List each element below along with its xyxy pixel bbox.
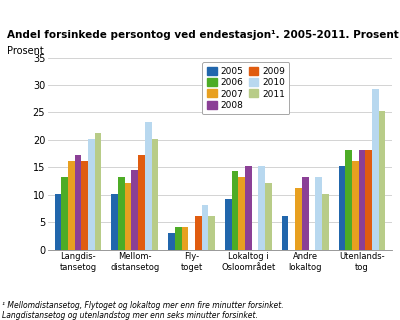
Bar [338,166,345,250]
Bar [359,150,365,250]
Bar [282,216,288,250]
Text: Andel forsinkede persontog ved endestasjon¹. 2005-2011. Prosent: Andel forsinkede persontog ved endestasj… [7,30,398,40]
Bar [365,150,372,250]
Bar [138,155,145,250]
Bar [152,139,158,250]
Text: Prosent: Prosent [7,46,44,56]
Text: ¹ Mellomdistansetog, Flytoget og lokaltog mer enn fire minutter forsinket.
Langd: ¹ Mellomdistansetog, Flytoget og lokalto… [2,300,284,320]
Bar [182,227,188,250]
Bar [345,150,352,250]
Bar [202,205,208,250]
Bar [118,177,125,250]
Bar [245,166,252,250]
Bar [379,111,385,250]
Legend: 2005, 2006, 2007, 2008, 2009, 2010, 2011: 2005, 2006, 2007, 2008, 2009, 2010, 2011 [202,62,290,115]
Bar [95,133,102,250]
Bar [168,233,175,250]
Bar [68,161,75,250]
Bar [61,177,68,250]
Bar [322,194,328,250]
Bar [55,194,61,250]
Bar [352,161,359,250]
Bar [195,216,202,250]
Bar [258,166,265,250]
Bar [112,194,118,250]
Bar [302,177,308,250]
Bar [75,155,81,250]
Bar [232,171,238,250]
Bar [225,199,232,250]
Bar [88,139,95,250]
Bar [208,216,215,250]
Bar [295,188,302,250]
Bar [238,177,245,250]
Bar [81,161,88,250]
Bar [372,89,379,250]
Bar [125,183,132,250]
Bar [145,122,152,250]
Bar [132,170,138,250]
Bar [265,183,272,250]
Bar [315,177,322,250]
Bar [175,227,182,250]
